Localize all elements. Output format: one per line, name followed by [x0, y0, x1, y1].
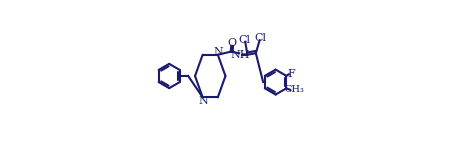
Text: Cl: Cl — [254, 33, 266, 43]
Text: N: N — [213, 47, 223, 57]
Text: N: N — [198, 96, 208, 106]
Text: F: F — [286, 69, 294, 79]
Text: NH: NH — [230, 50, 250, 60]
Text: Cl: Cl — [238, 35, 250, 45]
Text: CH₃: CH₃ — [284, 85, 303, 94]
Text: O: O — [226, 38, 235, 48]
